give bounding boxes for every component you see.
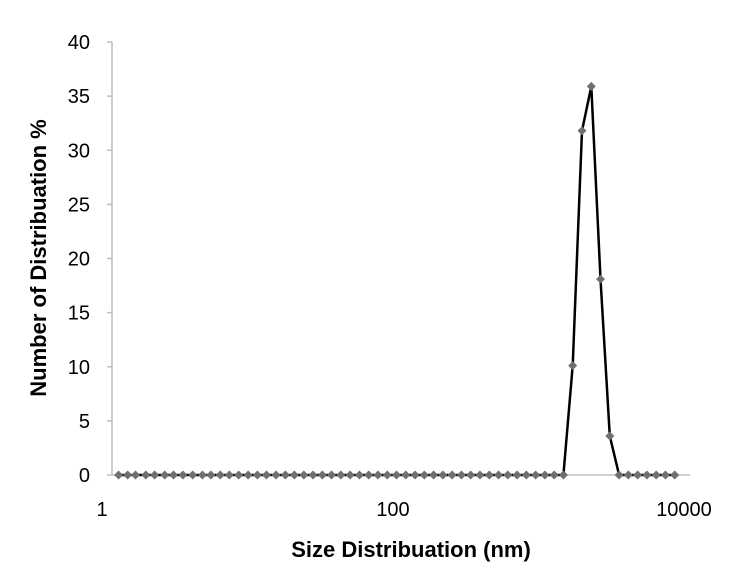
data-point <box>299 470 309 480</box>
data-point <box>114 470 124 480</box>
x-axis: 1 100 10000 <box>96 474 712 521</box>
data-point <box>531 470 541 480</box>
data-point <box>586 81 596 91</box>
data-point <box>605 431 615 441</box>
data-point <box>289 470 299 480</box>
data-point <box>670 470 680 480</box>
data-point <box>568 361 578 371</box>
x-axis-title: Size Distribuation (nm) <box>291 537 531 562</box>
data-point <box>456 470 466 480</box>
data-point <box>354 470 364 480</box>
data-point <box>392 470 402 480</box>
data-point <box>168 470 178 480</box>
y-axis-title: Number of Distribuation % <box>26 119 51 396</box>
data-point <box>419 470 429 480</box>
x-tick-label: 10000 <box>656 499 712 521</box>
data-point <box>373 470 383 480</box>
data-point <box>438 470 448 480</box>
data-point <box>224 470 234 480</box>
data-point <box>141 470 151 480</box>
data-point <box>327 470 337 480</box>
data-point <box>261 470 271 480</box>
y-tick-label: 10 <box>68 357 90 379</box>
data-point <box>447 470 457 480</box>
y-tick-label: 0 <box>79 465 90 487</box>
data-point <box>549 470 559 480</box>
data-point <box>160 470 170 480</box>
data-point <box>494 470 504 480</box>
y-axis: 0 5 10 15 20 25 30 35 40 <box>68 32 113 487</box>
data-point <box>188 470 198 480</box>
data-point <box>243 470 253 480</box>
data-point <box>123 470 133 480</box>
plot-area <box>114 81 680 480</box>
data-point <box>540 470 550 480</box>
data-point <box>271 470 281 480</box>
data-point <box>651 470 661 480</box>
y-tick-label: 25 <box>68 194 90 216</box>
x-tick-label: 1 <box>96 499 107 521</box>
data-point <box>401 470 411 480</box>
series-markers <box>114 81 680 480</box>
series-line <box>118 85 675 477</box>
data-point <box>484 470 494 480</box>
data-point <box>466 470 476 480</box>
data-point <box>642 470 652 480</box>
data-point <box>197 470 207 480</box>
data-point <box>512 470 522 480</box>
x-tick-labels: 1 100 10000 <box>96 499 711 521</box>
data-point <box>596 274 606 284</box>
data-point <box>660 470 670 480</box>
data-point <box>234 470 244 480</box>
data-point <box>558 470 568 480</box>
y-tick-label: 5 <box>79 411 90 433</box>
data-point <box>521 470 531 480</box>
y-tick-label: 20 <box>68 249 90 271</box>
data-point <box>623 470 633 480</box>
y-tick-label: 35 <box>68 86 90 108</box>
data-point <box>614 470 624 480</box>
data-point <box>503 470 513 480</box>
data-point <box>252 470 262 480</box>
data-point <box>150 470 160 480</box>
data-point <box>317 470 327 480</box>
data-point <box>308 470 318 480</box>
data-point <box>475 470 485 480</box>
data-point <box>382 470 392 480</box>
data-point <box>178 470 188 480</box>
data-point <box>633 470 643 480</box>
x-tick-label: 100 <box>376 499 409 521</box>
data-point <box>410 470 420 480</box>
data-point <box>280 470 290 480</box>
data-point <box>215 470 225 480</box>
data-point <box>345 470 355 480</box>
data-point <box>577 126 587 136</box>
y-tick-labels: 0 5 10 15 20 25 30 35 40 <box>68 32 112 487</box>
data-point <box>364 470 374 480</box>
data-point <box>336 470 346 480</box>
y-tick-label: 40 <box>68 32 90 54</box>
y-tick-label: 30 <box>68 140 90 162</box>
data-point <box>131 470 141 480</box>
data-point <box>429 470 439 480</box>
y-tick-label: 15 <box>68 303 90 325</box>
data-point <box>206 470 216 480</box>
